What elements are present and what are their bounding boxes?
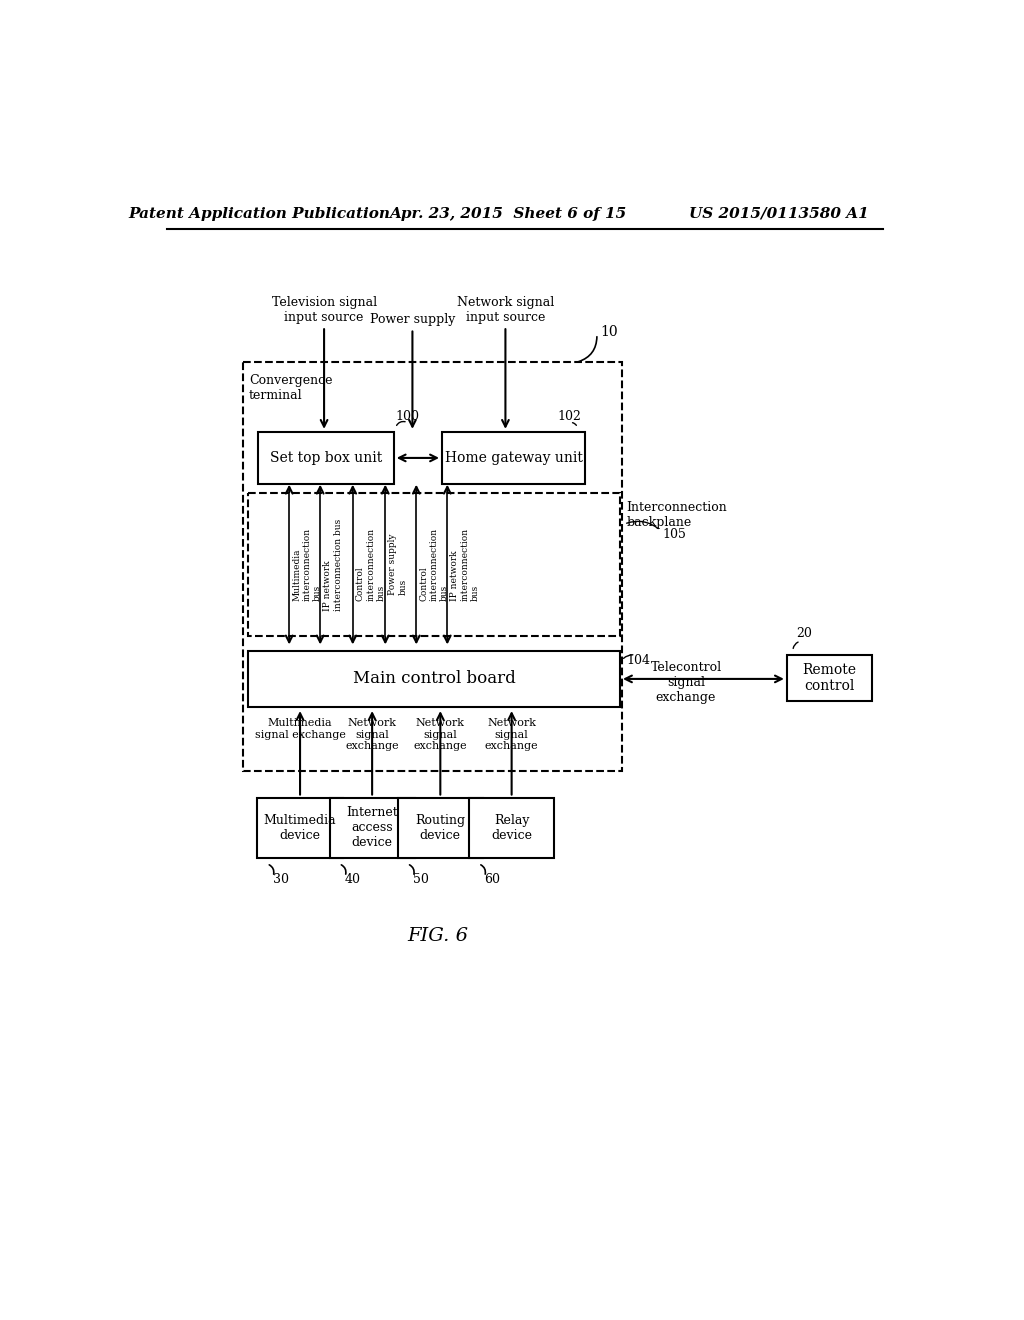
Bar bbox=[469, 797, 554, 858]
Text: Main control board: Main control board bbox=[352, 671, 515, 688]
Text: 105: 105 bbox=[663, 528, 687, 541]
Text: Television signal
input source: Television signal input source bbox=[271, 296, 377, 323]
Bar bbox=[330, 797, 415, 858]
Bar bbox=[258, 432, 394, 484]
Text: Control
interconnection
bus: Control interconnection bus bbox=[420, 528, 450, 601]
Text: Multimedia
signal exchange: Multimedia signal exchange bbox=[255, 718, 345, 739]
Text: 100: 100 bbox=[395, 409, 420, 422]
Text: Power supply
bus: Power supply bus bbox=[388, 533, 408, 595]
Text: FIG. 6: FIG. 6 bbox=[408, 927, 469, 945]
Text: Multimedia
device: Multimedia device bbox=[264, 813, 336, 842]
Text: 50: 50 bbox=[414, 873, 429, 886]
Text: 60: 60 bbox=[484, 873, 501, 886]
Text: IP network
interconnection
bus: IP network interconnection bus bbox=[451, 528, 480, 601]
Text: Control
interconnection
bus: Control interconnection bus bbox=[356, 528, 386, 601]
Text: US 2015/0113580 A1: US 2015/0113580 A1 bbox=[689, 207, 869, 220]
Text: Multimedia
interconnection
bus: Multimedia interconnection bus bbox=[292, 528, 323, 601]
Text: Routing
device: Routing device bbox=[416, 813, 465, 842]
Text: Power supply: Power supply bbox=[370, 313, 455, 326]
Text: 30: 30 bbox=[273, 873, 289, 886]
Bar bbox=[248, 651, 621, 706]
Text: Set top box unit: Set top box unit bbox=[270, 451, 382, 465]
Bar bbox=[243, 363, 623, 771]
Text: Network
signal
exchange: Network signal exchange bbox=[414, 718, 467, 751]
Text: 40: 40 bbox=[345, 873, 361, 886]
Text: Relay
device: Relay device bbox=[492, 813, 532, 842]
Text: Apr. 23, 2015  Sheet 6 of 15: Apr. 23, 2015 Sheet 6 of 15 bbox=[389, 207, 627, 220]
Bar bbox=[442, 432, 586, 484]
Text: 104: 104 bbox=[627, 653, 650, 667]
Text: Convergence
terminal: Convergence terminal bbox=[249, 374, 333, 403]
Text: Patent Application Publication: Patent Application Publication bbox=[129, 207, 391, 220]
Text: Network
signal
exchange: Network signal exchange bbox=[484, 718, 539, 751]
Text: IP network
interconnection bus: IP network interconnection bus bbox=[324, 519, 343, 611]
Text: Telecontrol
signal
exchange: Telecontrol signal exchange bbox=[650, 661, 722, 705]
Text: Network signal
input source: Network signal input source bbox=[457, 296, 554, 323]
Bar bbox=[786, 655, 872, 701]
Text: 20: 20 bbox=[796, 627, 812, 640]
Text: Network
signal
exchange: Network signal exchange bbox=[345, 718, 399, 751]
Text: 102: 102 bbox=[557, 409, 582, 422]
Text: Remote
control: Remote control bbox=[803, 663, 856, 693]
Bar bbox=[397, 797, 483, 858]
Text: Internet
access
device: Internet access device bbox=[346, 807, 398, 849]
Bar bbox=[248, 494, 621, 636]
Bar bbox=[257, 797, 343, 858]
Text: Interconnection
backplane: Interconnection backplane bbox=[627, 502, 727, 529]
Text: 10: 10 bbox=[601, 325, 618, 339]
Text: Home gateway unit: Home gateway unit bbox=[444, 451, 583, 465]
